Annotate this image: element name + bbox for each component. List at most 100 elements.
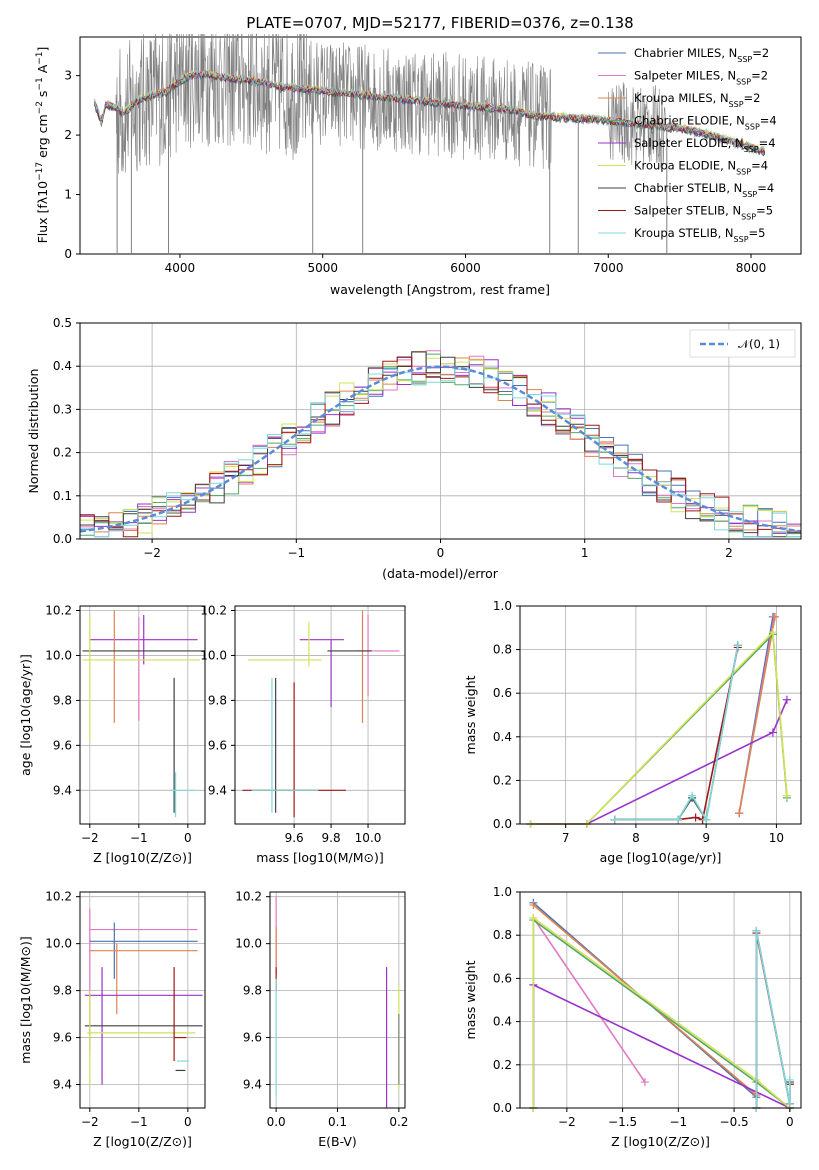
panel-data (275, 896, 400, 1108)
legend-label: Salpeter STELIB, NSSP=5 (634, 204, 773, 222)
x-tick-label: 9.8 (322, 831, 341, 845)
x-tick-label: −0.5 (720, 1115, 749, 1129)
axes-frame (234, 605, 406, 825)
mass-vs-metallicity-panel: −2 −1 0 9.4 9.6 9.8 10.0 10.2 Z [log10(Z/Z⊙)] mas… (18, 890, 206, 1149)
weight-point-marker (733, 641, 742, 650)
x-tick-label: 4000 (165, 261, 196, 275)
weight-point-marker (752, 926, 761, 935)
x-tick-label: −2 (81, 831, 99, 845)
y-tick-label: 9.4 (53, 1078, 72, 1092)
y-tick-label: 9.6 (243, 1031, 262, 1045)
legend-label: Chabrier ELODIE, NSSP=4 (634, 114, 777, 132)
y-tick-label: 3 (64, 69, 72, 83)
y-axis-label: age [log10(age/yr)] (18, 654, 33, 776)
histogram-ylabel: Normed distribution (26, 369, 41, 494)
y-tick-label: 10.0 (235, 937, 262, 951)
x-tick-label: −1.5 (608, 1115, 637, 1129)
y-tick-label: 1.0 (493, 599, 512, 613)
legend-label: Kroupa STELIB, NSSP=5 (634, 226, 765, 244)
weight-point-marker (782, 791, 791, 800)
x-tick-label: 8 (632, 831, 640, 845)
histogram-step-line (80, 356, 801, 538)
weight-point-marker (785, 1075, 794, 1084)
weight-series-line (532, 916, 791, 1109)
weight-point-marker (768, 728, 777, 737)
y-tick-label: 0.2 (53, 446, 72, 460)
x-tick-label: 0 (786, 1115, 794, 1129)
legend-label: Kroupa MILES, NSSP=2 (634, 91, 760, 109)
x-tick-label: 0 (184, 1115, 192, 1129)
x-tick-label: 0.0 (267, 1115, 286, 1129)
x-tick-label: 0.2 (389, 1115, 408, 1129)
histogram-xlabel: (data-model)/error (382, 566, 499, 581)
weight-point-marker (735, 809, 744, 818)
y-tick-label: 0.6 (493, 686, 512, 700)
x-tick-label: −1 (130, 831, 148, 845)
y-tick-label: 0.4 (493, 1015, 512, 1029)
panel-data (84, 908, 203, 1085)
figure-title: PLATE=0707, MJD=52177, FIBERID=0376, z=0… (246, 14, 633, 32)
x-tick-label: 9 (702, 831, 710, 845)
spectrum-axes-frame (79, 36, 802, 255)
x-tick-label: 9.6 (285, 831, 304, 845)
legend-label: Chabrier MILES, NSSP=2 (634, 46, 769, 64)
mass-vs-ebv-panel: 0.0 0.1 0.2 9.4 9.6 9.8 10.0 10.2 E(B-V) (235, 890, 408, 1149)
normal-legend-label: 𝒩(0, 1) (738, 337, 780, 351)
weight-point-marker (688, 791, 697, 800)
x-tick-label: −2 (143, 546, 161, 560)
y-tick-label: 0.6 (493, 971, 512, 985)
x-axis-label: Z [log10(Z/Z⊙)] (93, 1134, 192, 1149)
legend-label: Salpeter ELODIE, NSSP=4 (634, 136, 776, 154)
residual-histogram-panel: −2 −1 0 1 2 0.0 0.1 0.2 0.3 0.4 0.5 (data-model)/e… (26, 316, 802, 581)
legend-label: Chabrier STELIB, NSSP=4 (634, 181, 774, 199)
histogram-legend: 𝒩(0, 1) (689, 329, 796, 358)
y-tick-label: 9.8 (53, 984, 72, 998)
weight-point-marker (610, 815, 619, 824)
histogram-data (79, 350, 802, 538)
x-tick-label: 0.1 (328, 1115, 347, 1129)
weight-series-line (532, 904, 757, 1096)
spectrum-panel: 4000 5000 6000 7000 8000 0 1 2 3 wavelength [Ang… (35, 33, 802, 297)
weight-point-marker (674, 815, 683, 824)
spectrum-ticks: 4000 5000 6000 7000 8000 0 1 2 3 (64, 69, 766, 275)
x-axis-label: Z [log10(Z/Z⊙)] (93, 850, 192, 865)
spectrum-legend: Chabrier MILES, NSSP=2 Salpeter MILES, NS… (598, 46, 777, 244)
weight-series-line (532, 918, 791, 1109)
y-tick-label: 1.0 (493, 885, 512, 899)
y-tick-label: 0.0 (493, 1101, 512, 1115)
massweight-vs-metallicity-panel: −2 −1.5 −1 −0.5 0 0.0 0.2 0.4 0.6 0.8 1.0 Z [log10(… (463, 885, 802, 1149)
histogram-ticks: −2 −1 0 1 2 0.0 0.1 0.2 0.3 0.4 0.5 (53, 316, 733, 560)
y-tick-label: 9.6 (208, 738, 227, 752)
weight-point-marker (691, 813, 700, 822)
x-axis-label: Z [log10(Z/Z⊙)] (611, 1134, 710, 1149)
y-tick-label: 10.2 (45, 890, 72, 904)
weight-series-line (530, 630, 788, 825)
y-tick-label: 9.8 (53, 693, 72, 707)
x-tick-label: −1 (287, 546, 305, 560)
y-tick-label: 0.8 (493, 928, 512, 942)
weight-series-line (530, 632, 788, 825)
y-tick-label: 10.2 (45, 603, 72, 617)
y-tick-label: 10.2 (200, 603, 227, 617)
y-tick-label: 9.6 (53, 738, 72, 752)
weight-series-line (532, 983, 791, 1109)
y-tick-label: 1 (64, 188, 72, 202)
axes-frame (519, 891, 802, 1109)
legend-label: Kroupa ELODIE, NSSP=4 (634, 159, 768, 177)
weight-point-marker (702, 815, 711, 824)
y-tick-label: 9.4 (208, 783, 227, 797)
x-tick-label: 8000 (736, 261, 767, 275)
panel-data (526, 612, 791, 828)
x-tick-label: 10.0 (355, 831, 382, 845)
spectrum-data-lines (93, 33, 766, 254)
panel-data (242, 610, 400, 818)
x-tick-label: 2 (725, 546, 733, 560)
y-axis-label: mass weight (463, 675, 478, 754)
y-tick-label: 0.3 (53, 402, 72, 416)
y-tick-label: 10.2 (235, 890, 262, 904)
y-axis-label: mass [log10(M/M⊙)] (18, 936, 33, 1064)
y-tick-label: 0.4 (53, 359, 72, 373)
x-tick-label: −1 (130, 1115, 148, 1129)
y-tick-label: 0.0 (53, 532, 72, 546)
